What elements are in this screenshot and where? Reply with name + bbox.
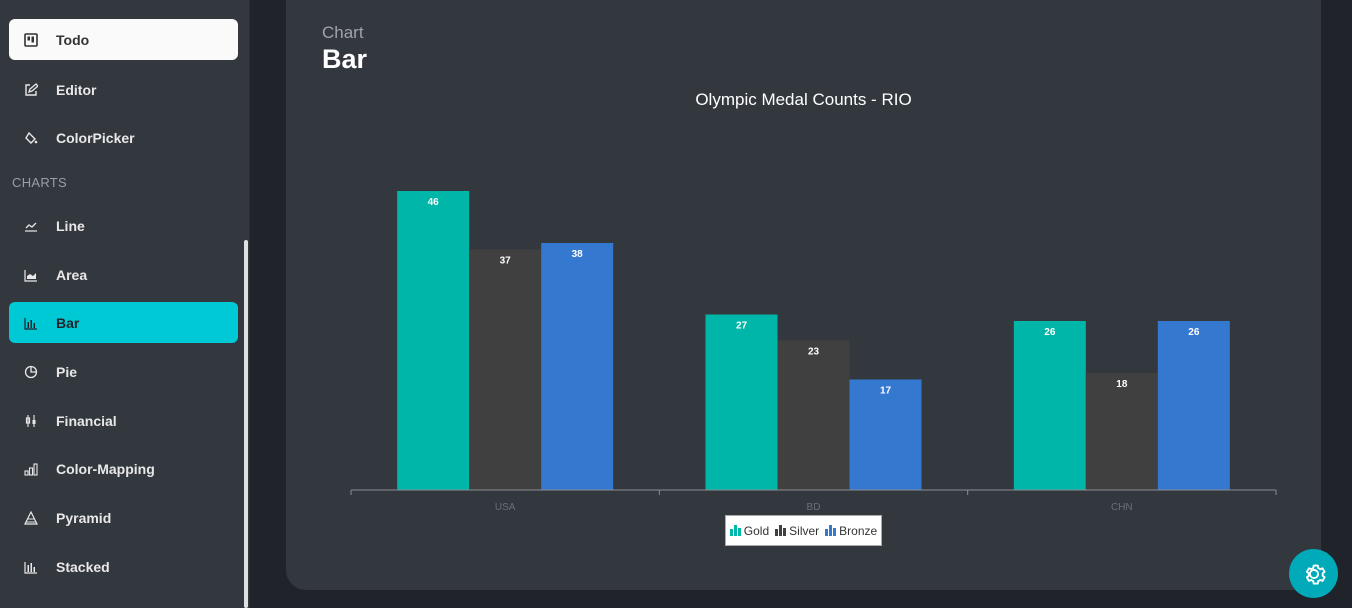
sidebar-item-editor[interactable]: Editor <box>9 69 238 110</box>
page-title: Bar <box>322 44 368 74</box>
legend-label: Silver <box>789 523 820 538</box>
sidebar-item-label: Bar <box>56 314 80 331</box>
sidebar-item-label: Stacked <box>56 558 110 575</box>
legend-bronze-icon <box>825 525 837 536</box>
sidebar-item-label: Financial <box>56 412 117 429</box>
legend-label: Bronze <box>839 523 878 538</box>
sidebar-item-label: Pyramid <box>56 509 112 526</box>
data-label: 17 <box>880 386 892 397</box>
sidebar-item-label: Pie <box>56 363 78 380</box>
bar-bronze-usa[interactable] <box>541 243 614 490</box>
bar-silver-chn[interactable] <box>1085 373 1158 490</box>
legend-item-gold[interactable]: Gold <box>729 523 770 538</box>
legend-item-bronze[interactable]: Bronze <box>825 524 877 538</box>
x-tick-label: BD <box>807 502 821 513</box>
data-label: 38 <box>572 249 584 260</box>
sidebar-item-todo[interactable]: Todo <box>9 19 238 60</box>
x-tick-label: CHN <box>1111 502 1133 513</box>
stacked-chart-icon <box>23 559 39 575</box>
pyramid-icon <box>23 510 39 526</box>
edit-icon <box>23 82 39 98</box>
data-label: 26 <box>1188 327 1200 338</box>
bar-chart-icon <box>23 315 39 331</box>
kanban-icon <box>23 32 39 48</box>
bar-bronze-bd[interactable] <box>849 379 922 491</box>
paint-bucket-icon <box>23 130 39 146</box>
sidebar-item-label: Todo <box>56 31 90 48</box>
line-chart-icon <box>23 218 39 234</box>
sidebar-item-label: Line <box>56 217 85 234</box>
legend-gold-icon <box>729 525 741 536</box>
bar-gold-usa[interactable] <box>397 191 470 490</box>
gear-icon <box>1305 564 1326 584</box>
sidebar-item-pyramid[interactable]: Pyramid <box>9 497 238 538</box>
sidebar-item-bar[interactable]: Bar <box>9 302 238 343</box>
bar-gold-bd[interactable] <box>705 314 778 491</box>
data-label: 23 <box>808 347 820 358</box>
sidebar-item-label: ColorPicker <box>56 129 135 146</box>
breadcrumb: Chart <box>322 23 364 42</box>
section-label-charts: CHARTS <box>12 175 68 190</box>
sidebar-item-stacked[interactable]: Stacked <box>9 546 238 587</box>
data-label: 46 <box>428 197 440 208</box>
color-mapping-icon <box>23 461 39 477</box>
bar-chart: 46 37 38 USA 27 23 17 BD 26 18 26 CHN <box>350 191 1277 513</box>
sidebar: Todo Editor ColorPicker CHARTS Line Area… <box>0 0 250 608</box>
sidebar-item-label: Color-Mapping <box>56 460 155 477</box>
chart-card: Chart Bar Olympic Medal Counts - RIO 46 3… <box>286 0 1321 590</box>
sidebar-item-financial[interactable]: Financial <box>9 400 238 441</box>
legend-label: Gold <box>743 523 770 538</box>
area-chart-icon <box>23 267 39 283</box>
sidebar-item-label: Editor <box>56 81 97 98</box>
sidebar-item-pie[interactable]: Pie <box>9 351 238 392</box>
bar-bronze-chn[interactable] <box>1157 321 1230 490</box>
settings-button[interactable] <box>1289 549 1338 598</box>
chart-legend: Gold Silver Bronze <box>725 515 882 546</box>
bar-gold-chn[interactable] <box>1013 321 1086 490</box>
chart-title: Olympic Medal Counts - RIO <box>695 90 912 109</box>
x-tick-label: USA <box>495 502 516 513</box>
sidebar-item-label: Area <box>56 266 88 283</box>
sidebar-item-area[interactable]: Area <box>9 254 238 295</box>
pie-chart-icon <box>23 364 39 380</box>
bar-silver-usa[interactable] <box>469 249 542 491</box>
sidebar-item-line[interactable]: Line <box>9 205 238 246</box>
candlestick-icon <box>23 413 39 429</box>
legend-item-silver[interactable]: Silver <box>775 524 819 538</box>
data-label: 37 <box>500 256 512 267</box>
data-label: 26 <box>1044 327 1056 338</box>
bar-silver-bd[interactable] <box>777 340 850 491</box>
legend-silver-icon <box>775 525 787 536</box>
sidebar-item-colorpicker[interactable]: ColorPicker <box>9 117 238 158</box>
sidebar-item-color-mapping[interactable]: Color-Mapping <box>9 448 238 489</box>
data-label: 27 <box>736 321 748 332</box>
data-label: 18 <box>1116 379 1128 390</box>
sidebar-scrollbar[interactable] <box>244 240 248 608</box>
